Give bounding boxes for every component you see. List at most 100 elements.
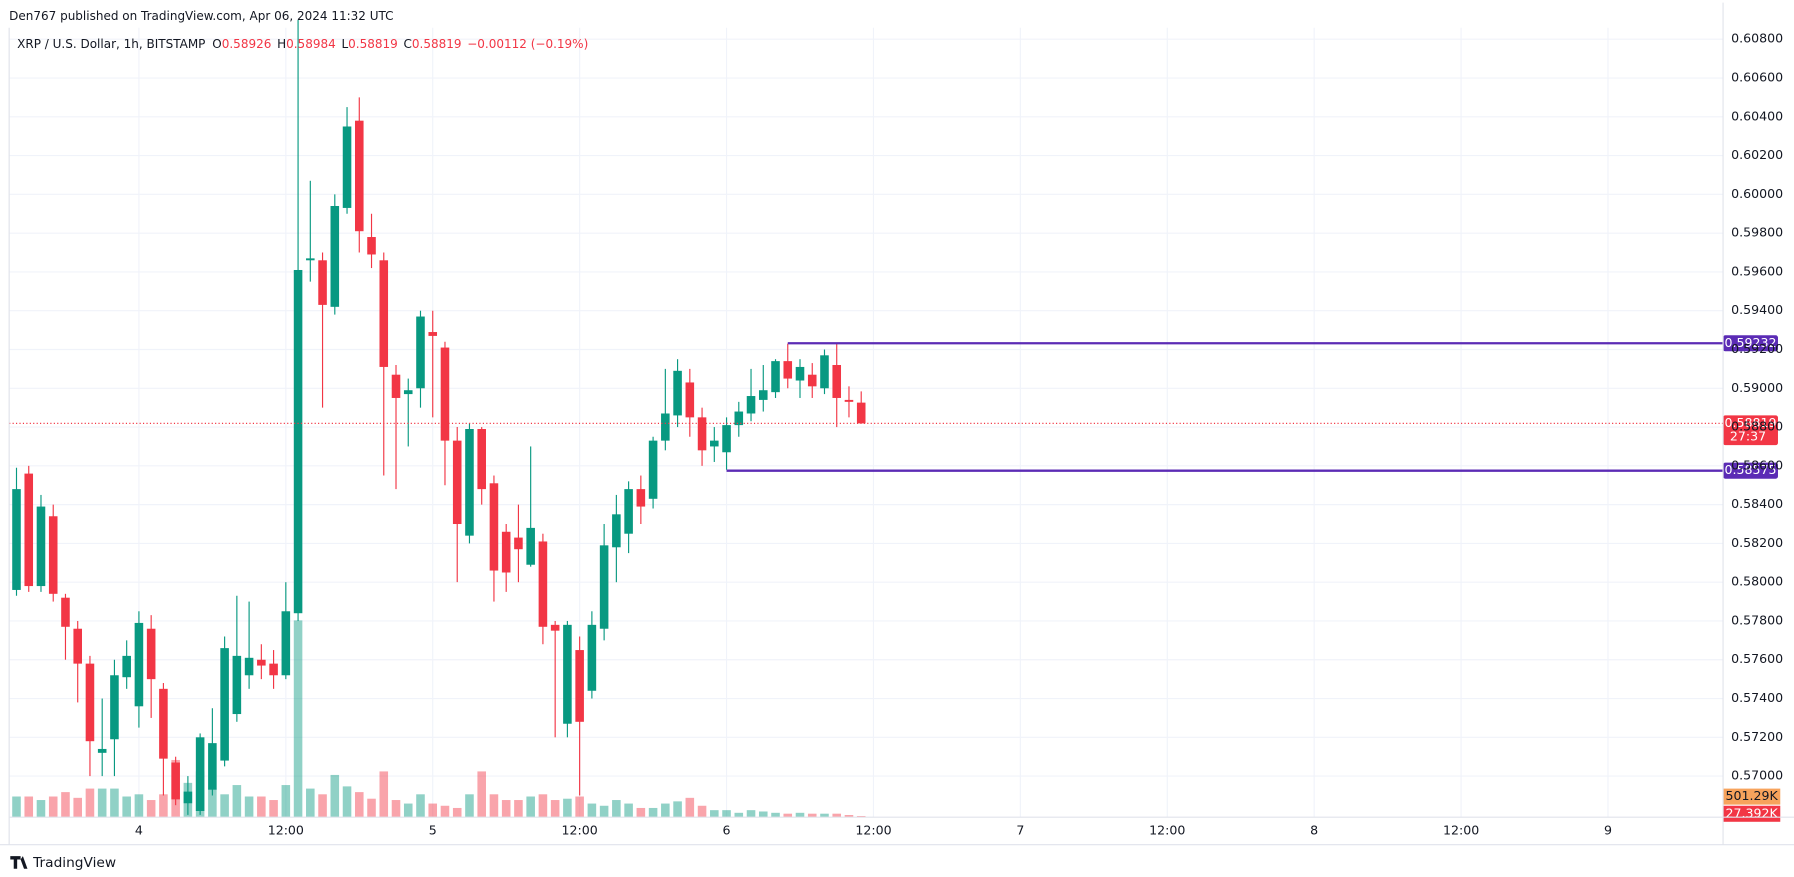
volume-bar <box>428 803 438 818</box>
x-tick-label: 12:00 <box>562 822 598 837</box>
body <box>575 650 584 722</box>
volume-bar <box>367 798 376 818</box>
x-tick-label: 4 <box>135 822 143 837</box>
y-tick-label: 0.60600 <box>1731 70 1783 85</box>
level-label-box <box>1723 335 1778 352</box>
volume-bar <box>379 771 389 818</box>
y-tick-label: 0.60000 <box>1731 186 1783 201</box>
y-tick-label: 0.57600 <box>1731 651 1783 666</box>
volume-bar <box>232 785 242 818</box>
volume-bar <box>807 813 817 818</box>
level-label: 0.59232 <box>1725 335 1777 350</box>
symbol: XRP / U.S. Dollar, 1h, BITSTAMP <box>17 36 205 50</box>
volume-bar <box>330 774 340 818</box>
brand-name: TradingView <box>32 855 116 871</box>
body <box>820 355 829 389</box>
countdown: 27:37 <box>1730 429 1766 444</box>
body <box>550 624 560 631</box>
volume-bar <box>36 800 46 818</box>
y-tick-label: 0.59200 <box>1731 341 1783 356</box>
body <box>489 483 499 571</box>
volume-bar <box>758 811 768 818</box>
volume-bar <box>134 794 144 818</box>
volume-bar <box>526 796 535 818</box>
symbol-header: XRP / U.S. Dollar, 1h, BITSTAMP O0.58926 H… <box>17 36 588 50</box>
body <box>232 655 242 715</box>
volume-bar <box>746 810 756 818</box>
volume-bar <box>97 788 107 818</box>
volume-bar <box>697 805 707 818</box>
volume-bar <box>599 805 609 818</box>
body <box>844 399 854 402</box>
body <box>171 762 180 800</box>
volume-bar <box>624 803 633 818</box>
volume-bar <box>538 794 548 818</box>
x-tick-label: 5 <box>429 822 437 837</box>
y-tick-label: 0.58000 <box>1731 574 1783 589</box>
volume-bar <box>257 796 266 818</box>
body <box>48 516 58 594</box>
volume-bar <box>514 800 523 818</box>
volume-bar <box>281 785 291 818</box>
body <box>330 205 340 307</box>
volume-bar <box>24 796 34 818</box>
volume-bar <box>722 810 731 818</box>
y-tick-label: 0.58400 <box>1731 496 1783 511</box>
ohlc-value: 0.58984 <box>286 36 336 50</box>
volume-bar <box>844 815 854 818</box>
body <box>771 361 780 393</box>
volume-ma-label: 501.29K <box>1726 788 1779 803</box>
y-tick-label: 0.57000 <box>1731 768 1783 783</box>
body <box>318 260 327 305</box>
volume-bar <box>771 812 780 818</box>
volume-bar <box>587 803 597 818</box>
ohlc-value: 0.58819 <box>412 36 462 50</box>
y-tick-label: 0.60400 <box>1731 108 1783 123</box>
body <box>269 663 278 676</box>
y-tick-label: 0.60200 <box>1731 147 1783 162</box>
volume-bar <box>110 788 119 818</box>
volume-bar <box>159 794 168 818</box>
x-tick-label: 12:00 <box>855 822 891 837</box>
x-tick-label: 7 <box>1016 822 1024 837</box>
volume-bar <box>685 797 695 818</box>
level-label-box <box>1723 462 1778 479</box>
ohlc-key: C <box>404 36 412 50</box>
body <box>832 365 842 398</box>
body <box>367 237 376 255</box>
body <box>697 417 707 451</box>
volume-bar <box>820 813 829 818</box>
y-tick-label: 0.57200 <box>1731 729 1783 744</box>
volume-ma-box <box>1723 788 1781 805</box>
volume-bar <box>612 800 621 818</box>
body <box>354 120 364 232</box>
volume-bar <box>354 792 364 818</box>
body <box>281 611 291 676</box>
body <box>12 489 21 590</box>
volume-bar <box>856 816 866 818</box>
ohlc-value: 0.58819 <box>348 36 398 50</box>
body <box>85 663 95 742</box>
body <box>306 258 315 261</box>
y-tick-label: 0.58600 <box>1731 457 1783 472</box>
body <box>428 332 438 336</box>
body <box>612 514 621 548</box>
body <box>795 366 805 381</box>
body <box>514 537 523 550</box>
volume-bar <box>391 800 401 818</box>
body <box>391 374 401 398</box>
volume-bar <box>550 800 560 818</box>
y-tick-label: 0.60800 <box>1731 31 1783 46</box>
axis-labels: 0.60800 0.60600 0.60400 0.60200 0.60000 0.598… <box>135 31 1783 838</box>
published-note: Den767 published on TradingView.com, Apr… <box>9 9 393 23</box>
body <box>257 659 266 666</box>
y-tick-label: 0.59800 <box>1731 225 1783 240</box>
body <box>758 390 768 400</box>
body <box>36 506 46 587</box>
ohlc-value: 0.58926 <box>222 36 272 50</box>
volume-bar <box>734 812 744 818</box>
volume-bar <box>306 788 315 818</box>
candles <box>12 19 866 815</box>
